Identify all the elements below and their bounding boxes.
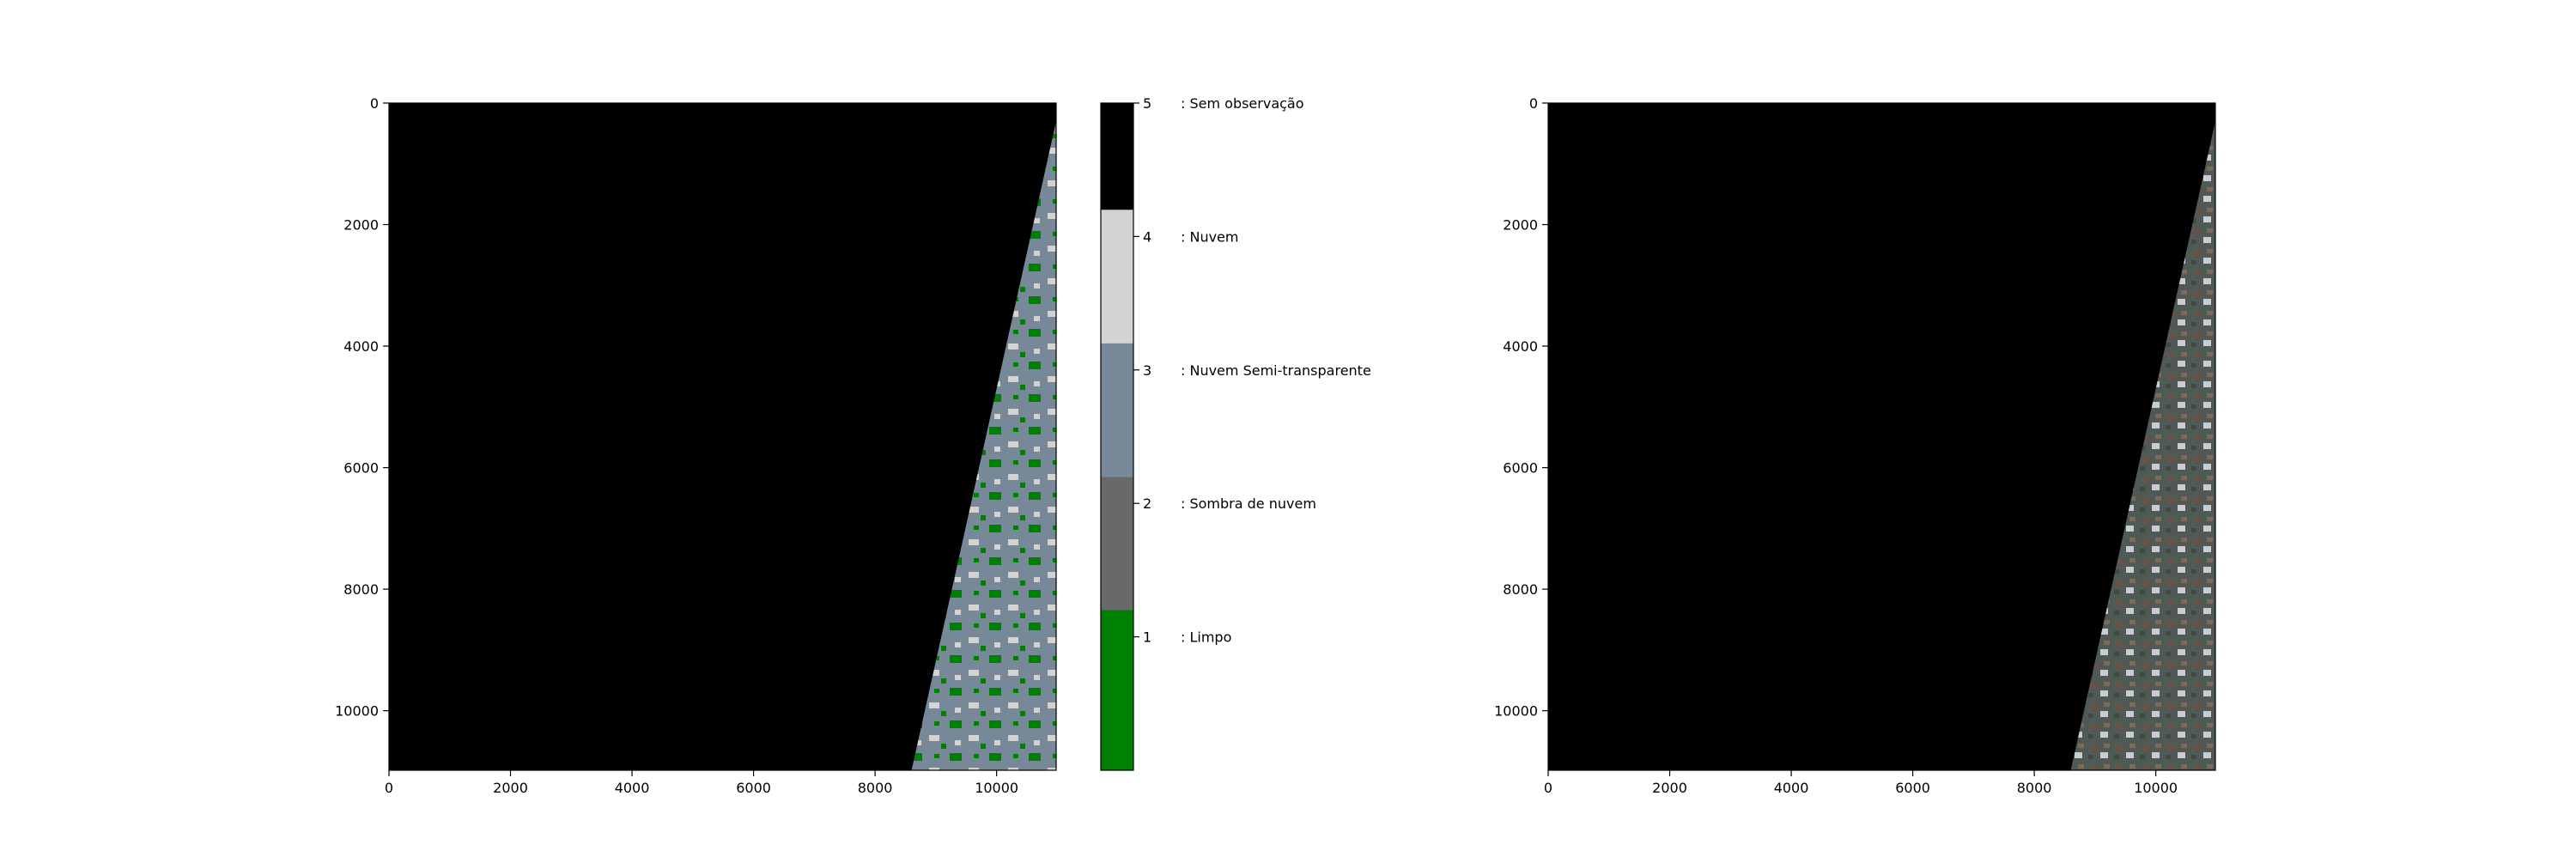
rgb-image-panel: 0 2000 4000 6000 8000 10000 0 2000 4000 6000 8000… bbox=[1494, 95, 2216, 796]
mask-x-tick-label: 0 bbox=[385, 780, 393, 796]
mask-x-tick-label: 4000 bbox=[615, 780, 650, 796]
rgb-y-tick-label: 2000 bbox=[1503, 217, 1538, 234]
colorbar-class-label: : Sombra de nuvem bbox=[1181, 495, 1316, 512]
rgb-y-tick-label: 4000 bbox=[1503, 338, 1538, 355]
mask-x-tick-label: 8000 bbox=[858, 780, 893, 796]
rgb-y-tick-label: 8000 bbox=[1503, 581, 1538, 598]
colorbar-tick-label: 1 bbox=[1143, 629, 1151, 646]
colorbar-class-label: : Limpo bbox=[1181, 629, 1231, 646]
colorbar-class-labels: : Limpo : Sombra de nuvem : Nuvem Semi-tra… bbox=[1181, 95, 1371, 646]
rgb-x-tick-label: 10000 bbox=[2134, 780, 2178, 796]
rgb-axes-frame bbox=[1547, 102, 2216, 771]
rgb-y-tick-label: 10000 bbox=[1494, 703, 1538, 720]
colorbar-segment bbox=[1101, 210, 1133, 343]
colorbar-frame bbox=[1100, 102, 1134, 771]
colorbar: 1 2 3 4 5 bbox=[1100, 95, 1151, 771]
rgb-x-tick-label: 6000 bbox=[1895, 780, 1930, 796]
mask-y-tick-label: 0 bbox=[370, 95, 379, 112]
colorbar-class-label: : Nuvem Semi-transparente bbox=[1181, 362, 1371, 379]
rgb-x-tick-label: 0 bbox=[1544, 780, 1552, 796]
colorbar-class-label: : Sem observação bbox=[1181, 95, 1304, 112]
mask-x-tick-label: 2000 bbox=[493, 780, 528, 796]
mask-x-tick-label: 6000 bbox=[736, 780, 771, 796]
colorbar-segment bbox=[1101, 103, 1133, 210]
rgb-y-tick-label: 0 bbox=[1529, 95, 1538, 112]
colorbar-tick-label: 2 bbox=[1143, 495, 1151, 512]
mask-y-tick-label: 10000 bbox=[335, 703, 379, 720]
mask-y-axis: 0 2000 4000 6000 8000 10000 bbox=[335, 95, 389, 720]
mask-valid-swath bbox=[911, 121, 1056, 771]
cloud-mask-panel: 0 2000 4000 6000 8000 10000 0 2000 4000 6000 8000… bbox=[335, 95, 1057, 796]
colorbar-tick-label: 5 bbox=[1143, 95, 1151, 112]
colorbar-segment bbox=[1101, 343, 1133, 477]
colorbar-segment bbox=[1101, 477, 1133, 611]
rgb-x-tick-label: 8000 bbox=[2017, 780, 2052, 796]
rgb-x-tick-label: 4000 bbox=[1774, 780, 1809, 796]
mask-x-axis: 0 2000 4000 6000 8000 10000 bbox=[385, 770, 1018, 796]
colorbar-segment bbox=[1101, 610, 1133, 770]
colorbar-tick-label: 4 bbox=[1143, 228, 1151, 245]
rgb-y-axis: 0 2000 4000 6000 8000 10000 bbox=[1494, 95, 1548, 720]
rgb-x-axis: 0 2000 4000 6000 8000 10000 bbox=[1544, 770, 2178, 796]
mask-y-tick-label: 6000 bbox=[343, 460, 379, 477]
mask-y-tick-label: 2000 bbox=[343, 217, 379, 234]
mask-y-tick-label: 8000 bbox=[343, 581, 379, 598]
colorbar-class-label: : Nuvem bbox=[1181, 228, 1238, 245]
mask-axes-frame bbox=[388, 102, 1057, 771]
rgb-y-tick-label: 6000 bbox=[1503, 460, 1538, 477]
rgb-valid-swath bbox=[2070, 121, 2215, 771]
mask-x-tick-label: 10000 bbox=[975, 780, 1018, 796]
colorbar-tick-label: 3 bbox=[1143, 362, 1151, 379]
mask-y-tick-label: 4000 bbox=[343, 338, 379, 355]
rgb-x-tick-label: 2000 bbox=[1652, 780, 1687, 796]
